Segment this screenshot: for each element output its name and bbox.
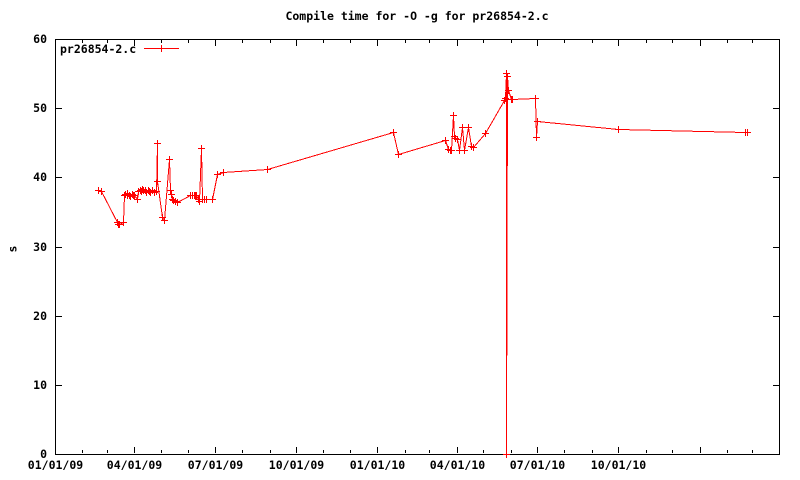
legend-label: pr26854-2.c bbox=[60, 42, 137, 56]
x-tick-label: 04/01/10 bbox=[430, 458, 485, 472]
y-tick-label: 10 bbox=[33, 378, 47, 392]
y-tick-label: 50 bbox=[33, 101, 47, 115]
x-tick-label: 07/01/09 bbox=[188, 458, 243, 472]
data-line bbox=[97, 73, 748, 455]
x-tick-label: 10/01/10 bbox=[591, 458, 646, 472]
y-tick-label: 40 bbox=[33, 170, 47, 184]
y-tick-label: 20 bbox=[33, 309, 47, 323]
x-tick-label: 04/01/09 bbox=[107, 458, 162, 472]
x-tick-label: 10/01/09 bbox=[269, 458, 324, 472]
y-tick-label: 0 bbox=[40, 447, 47, 461]
x-tick-label: 01/01/09 bbox=[28, 458, 83, 472]
plot-border bbox=[55, 39, 780, 455]
x-tick-label: 01/01/10 bbox=[350, 458, 405, 472]
y-tick-label: 30 bbox=[33, 240, 47, 254]
y-tick-label: 60 bbox=[33, 32, 47, 46]
chart-title: Compile time for -O -g for pr26854-2.c bbox=[285, 9, 549, 23]
x-tick-label: 07/01/10 bbox=[510, 458, 565, 472]
